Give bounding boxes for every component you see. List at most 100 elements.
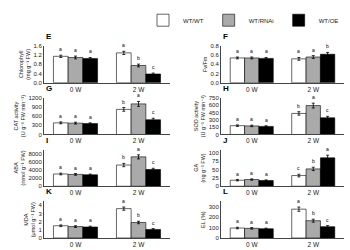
svg-text:GA(ng g⁻¹ FW): GA(ng g⁻¹ FW) xyxy=(193,153,206,182)
svg-text:c: c xyxy=(152,64,155,70)
svg-text:6000: 6000 xyxy=(28,159,42,165)
svg-text:a: a xyxy=(236,218,239,224)
svg-text:1: 1 xyxy=(38,227,42,233)
svg-text:a: a xyxy=(236,171,239,177)
svg-text:1.2: 1.2 xyxy=(33,52,42,58)
svg-text:900: 900 xyxy=(32,104,43,110)
svg-text:a: a xyxy=(59,216,62,222)
svg-text:a: a xyxy=(250,48,253,54)
svg-text:0.4: 0.4 xyxy=(210,61,219,67)
svg-text:100: 100 xyxy=(209,225,220,231)
svg-text:3: 3 xyxy=(38,211,42,217)
svg-text:b: b xyxy=(312,210,315,216)
svg-text:200: 200 xyxy=(209,214,220,220)
svg-text:8000: 8000 xyxy=(28,151,42,157)
svg-text:300: 300 xyxy=(209,117,220,123)
svg-text:b: b xyxy=(137,55,140,61)
svg-text:a: a xyxy=(265,48,268,54)
svg-text:c: c xyxy=(152,159,155,165)
svg-text:b: b xyxy=(297,103,300,109)
svg-text:a: a xyxy=(59,113,62,119)
svg-text:0: 0 xyxy=(215,132,219,138)
svg-text:a: a xyxy=(297,48,300,54)
svg-text:a: a xyxy=(250,170,253,176)
svg-text:450: 450 xyxy=(209,110,220,116)
svg-text:b: b xyxy=(312,158,315,164)
svg-text:0.0: 0.0 xyxy=(33,80,42,86)
svg-text:0.0: 0.0 xyxy=(210,80,219,86)
svg-text:Fv/Fm: Fv/Fm xyxy=(202,56,208,72)
svg-text:c: c xyxy=(152,109,155,115)
svg-text:ABA(nmol g⁻¹ FW): ABA(nmol g⁻¹ FW) xyxy=(13,150,26,185)
svg-text:F: F xyxy=(223,32,228,41)
svg-text:H: H xyxy=(223,84,229,93)
svg-text:WT/RNAi: WT/RNAi xyxy=(249,18,274,24)
svg-text:2 W: 2 W xyxy=(307,189,319,196)
svg-text:0: 0 xyxy=(38,235,42,241)
svg-text:J: J xyxy=(223,136,227,145)
svg-text:0.8: 0.8 xyxy=(210,43,219,49)
svg-text:75: 75 xyxy=(212,158,219,164)
svg-text:0 W: 0 W xyxy=(70,137,82,144)
svg-text:a: a xyxy=(297,198,300,204)
svg-text:150: 150 xyxy=(209,124,220,130)
svg-text:0.2: 0.2 xyxy=(210,71,219,77)
svg-text:0 W: 0 W xyxy=(246,137,258,144)
svg-text:2 W: 2 W xyxy=(133,137,145,144)
svg-text:a: a xyxy=(265,219,268,225)
svg-text:25: 25 xyxy=(212,175,219,181)
svg-text:E: E xyxy=(46,32,52,41)
svg-text:2 W: 2 W xyxy=(307,137,319,144)
svg-text:a: a xyxy=(122,198,125,204)
svg-text:100: 100 xyxy=(209,150,220,156)
svg-text:300: 300 xyxy=(32,122,43,128)
svg-text:a: a xyxy=(74,165,77,171)
svg-text:a: a xyxy=(74,47,77,53)
svg-text:0.4: 0.4 xyxy=(33,71,42,77)
svg-text:a: a xyxy=(89,217,92,223)
svg-text:a: a xyxy=(74,217,77,223)
svg-text:MDA(μmol g⁻¹ FW): MDA(μmol g⁻¹ FW) xyxy=(23,202,36,237)
svg-text:a: a xyxy=(326,146,329,152)
svg-text:b: b xyxy=(137,212,140,218)
svg-text:0 W: 0 W xyxy=(70,241,82,248)
svg-text:1.6: 1.6 xyxy=(33,43,42,49)
svg-text:K: K xyxy=(46,187,52,196)
svg-text:300: 300 xyxy=(209,204,220,210)
svg-text:0 W: 0 W xyxy=(70,86,82,93)
svg-text:2 W: 2 W xyxy=(307,241,319,248)
svg-text:750: 750 xyxy=(209,95,220,101)
svg-text:a: a xyxy=(59,164,62,170)
svg-text:0.8: 0.8 xyxy=(33,61,42,67)
svg-text:a: a xyxy=(89,165,92,171)
svg-text:CAT activity(U g⁻¹ FW min⁻¹): CAT activity(U g⁻¹ FW min⁻¹) xyxy=(13,95,26,137)
svg-text:c: c xyxy=(152,220,155,226)
svg-text:L: L xyxy=(223,187,228,196)
svg-text:WT/WT: WT/WT xyxy=(183,18,204,24)
svg-text:a: a xyxy=(250,116,253,122)
svg-text:a: a xyxy=(122,42,125,48)
svg-text:EL (%): EL (%) xyxy=(200,211,206,228)
svg-text:SOD activity(U g⁻¹ FW min⁻¹): SOD activity(U g⁻¹ FW min⁻¹) xyxy=(193,95,206,137)
svg-text:0: 0 xyxy=(215,183,219,189)
svg-text:2 W: 2 W xyxy=(133,189,145,196)
svg-text:a: a xyxy=(89,114,92,120)
svg-text:Chlorophyll(mg g⁻¹ FW): Chlorophyll(mg g⁻¹ FW) xyxy=(18,49,31,80)
svg-text:a: a xyxy=(236,48,239,54)
svg-text:0.6: 0.6 xyxy=(210,52,219,58)
svg-text:b: b xyxy=(122,154,125,160)
svg-text:600: 600 xyxy=(209,102,220,108)
svg-text:a: a xyxy=(312,47,315,53)
svg-text:a: a xyxy=(74,113,77,119)
svg-text:0: 0 xyxy=(215,235,219,241)
svg-text:a: a xyxy=(137,146,140,152)
svg-text:0 W: 0 W xyxy=(246,241,258,248)
svg-text:a: a xyxy=(137,92,140,98)
svg-text:a: a xyxy=(265,171,268,177)
svg-text:c: c xyxy=(326,217,329,223)
svg-text:2 W: 2 W xyxy=(307,86,319,93)
svg-text:a: a xyxy=(250,219,253,225)
svg-text:b: b xyxy=(122,99,125,105)
svg-text:0: 0 xyxy=(38,183,42,189)
svg-text:2 W: 2 W xyxy=(133,241,145,248)
